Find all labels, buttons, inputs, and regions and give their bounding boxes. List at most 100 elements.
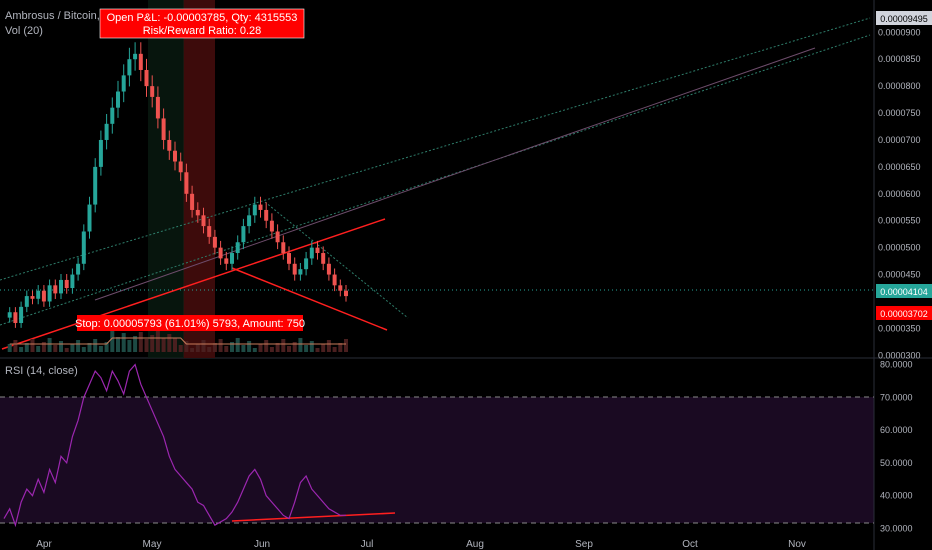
candle[interactable] <box>144 69 149 87</box>
volume-bar <box>161 338 166 352</box>
stop-box[interactable] <box>77 315 303 331</box>
last-price-tag <box>876 284 932 298</box>
candle[interactable] <box>258 204 263 210</box>
candle[interactable] <box>178 161 183 173</box>
candle[interactable] <box>167 139 172 151</box>
candle[interactable] <box>173 150 177 162</box>
candle[interactable] <box>116 91 120 108</box>
candle[interactable] <box>70 274 75 289</box>
pnl-box[interactable] <box>99 8 305 39</box>
candle[interactable] <box>110 107 115 124</box>
stop-text: Stop: 0.00005793 (61.01%) 5793, Amount: … <box>75 318 305 330</box>
candle[interactable] <box>207 226 212 237</box>
candle[interactable] <box>304 258 309 270</box>
volume-bar <box>315 348 320 352</box>
candle[interactable] <box>30 296 35 299</box>
volume-bar <box>41 342 46 352</box>
candle[interactable] <box>13 312 18 324</box>
channel-median-line[interactable] <box>94 47 816 301</box>
candle[interactable] <box>195 209 200 216</box>
pnl-text: Open P&L: -0.00003785, Qty: 4315553 <box>107 12 298 24</box>
falling-trendline[interactable] <box>231 267 388 331</box>
price-tick-label: 0.0000450 <box>878 270 921 280</box>
candle[interactable] <box>269 220 274 232</box>
candle[interactable] <box>155 96 160 119</box>
channel-lower-line[interactable] <box>0 34 871 326</box>
risk-reward-text: Risk/Reward Ratio: 0.28 <box>143 25 262 37</box>
rsi-overbought-band <box>0 397 874 523</box>
candle[interactable] <box>87 204 92 232</box>
candle[interactable] <box>81 231 86 264</box>
price-tick-label: 0.0000600 <box>878 189 921 199</box>
candle[interactable] <box>315 247 320 254</box>
candle[interactable] <box>212 236 217 248</box>
candle[interactable] <box>53 285 58 294</box>
candle[interactable] <box>133 53 138 60</box>
candle[interactable] <box>127 59 132 76</box>
candle[interactable] <box>161 118 166 140</box>
candle[interactable] <box>184 172 189 194</box>
volume-bar <box>47 338 52 352</box>
descending-resistance-line[interactable] <box>264 201 409 319</box>
long-support-trendline[interactable] <box>1 218 386 350</box>
rsi-trendline[interactable] <box>231 512 396 522</box>
candle[interactable] <box>321 253 326 264</box>
volume-bar <box>93 339 98 352</box>
candle[interactable] <box>241 226 246 243</box>
price-axis-ticks[interactable]: 0.0000900 0.0000850 0.0000800 0.0000750 0.00… <box>878 27 921 360</box>
candle[interactable] <box>338 285 343 291</box>
candle[interactable] <box>326 263 331 275</box>
volume-bar <box>70 344 75 352</box>
candle[interactable] <box>281 242 286 254</box>
candle[interactable] <box>59 279 63 294</box>
candle[interactable] <box>7 312 12 318</box>
volume-bar <box>36 346 41 352</box>
price-tick-label: 0.0000300 <box>878 350 921 360</box>
volume-bar <box>76 340 81 352</box>
price-tick-label: 0.0000800 <box>878 81 921 91</box>
rsi-axis-ticks[interactable]: 80.0000 70.0000 60.0000 50.0000 40.0000 30.00… <box>880 360 913 534</box>
rsi-line[interactable] <box>3 363 346 528</box>
candle[interactable] <box>224 258 229 264</box>
candle[interactable] <box>201 215 206 227</box>
volume-label: Vol (20) <box>5 25 43 37</box>
candle[interactable] <box>190 193 195 210</box>
candle[interactable] <box>76 263 81 275</box>
candle[interactable] <box>150 86 155 97</box>
volume-bar <box>287 346 291 352</box>
candle[interactable] <box>24 296 29 307</box>
candle[interactable] <box>264 209 269 221</box>
candle[interactable] <box>64 279 69 289</box>
volume-bar <box>167 334 172 352</box>
candle[interactable] <box>230 253 234 264</box>
candle[interactable] <box>252 204 257 216</box>
candle[interactable] <box>218 247 223 259</box>
target-price-tag <box>876 11 932 25</box>
candle[interactable] <box>275 231 280 243</box>
volume-bar <box>110 330 115 352</box>
candle[interactable] <box>292 263 297 275</box>
volume-bar <box>144 339 149 352</box>
time-axis-ticks[interactable]: Apr May Jun Jul Aug Sep Oct Nov <box>36 539 806 550</box>
candle[interactable] <box>121 75 126 92</box>
candle[interactable] <box>344 290 348 297</box>
candlesticks[interactable] <box>7 42 348 328</box>
candle[interactable] <box>235 242 240 254</box>
candle[interactable] <box>309 247 314 259</box>
candle[interactable] <box>287 253 291 264</box>
candle[interactable] <box>138 53 143 70</box>
candle[interactable] <box>41 290 46 302</box>
candle[interactable] <box>298 269 303 275</box>
channel-upper-line[interactable] <box>0 17 871 281</box>
price-tick-label: 0.0000350 <box>878 323 921 333</box>
candle[interactable] <box>19 306 24 324</box>
volume-bar <box>201 340 206 352</box>
candle[interactable] <box>36 290 41 299</box>
candle[interactable] <box>104 123 109 140</box>
candle[interactable] <box>93 166 98 205</box>
candle[interactable] <box>332 274 337 286</box>
candle[interactable] <box>47 285 52 302</box>
candle[interactable] <box>98 139 103 167</box>
candle[interactable] <box>247 215 252 227</box>
